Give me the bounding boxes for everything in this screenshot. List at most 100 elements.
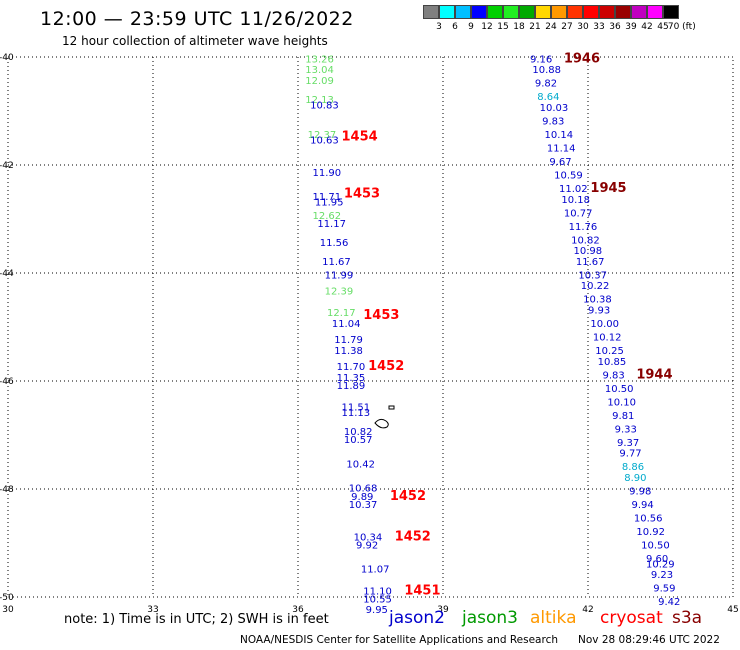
pass-time-label: 1454 [342,130,378,145]
pass-time-label: 1452 [390,489,426,504]
lat-tick-label: -42 [0,161,14,171]
satellite-legend-item: jason2 [389,608,445,628]
colorbar-swatch [551,5,567,19]
swh-value: 13.04 [305,65,334,76]
swh-value: 11.90 [313,168,342,179]
lat-tick-label: -46 [0,377,14,387]
swh-value: 11.79 [334,335,363,346]
pass-time-label: 1452 [368,359,404,374]
swh-value: 10.00 [590,319,619,330]
colorbar-swatch [423,5,439,19]
satellite-legend-item: jason3 [462,608,518,628]
colorbar-label: 6 [452,22,458,32]
island-outline [374,418,389,429]
colorbar-swatch [615,5,631,19]
swh-value: 11.07 [361,565,390,576]
swh-value: 12.17 [327,308,356,319]
lon-tick-label: 45 [727,605,738,615]
colorbar [423,5,679,19]
swh-value: 10.83 [310,100,339,111]
swh-value: 10.34 [354,532,383,543]
swh-value: 12.09 [305,76,334,87]
page-subtitle: 12 hour collection of altimeter wave hei… [62,34,328,48]
swh-value: 10.98 [574,246,603,257]
swh-value: 10.25 [595,346,624,357]
swh-value: 11.04 [332,319,361,330]
swh-value: 10.18 [561,195,590,206]
swh-value: 9.98 [629,486,651,497]
swh-value: 9.83 [603,370,625,381]
swh-value: 9.95 [366,605,388,616]
pass-time-label: 1945 [590,181,626,196]
swh-value: 10.50 [605,384,634,395]
swh-value: 10.59 [554,171,583,182]
swh-value: 10.12 [593,333,622,344]
swh-value: 10.85 [598,357,627,368]
swh-value: 11.35 [337,373,366,384]
swh-value: 11.67 [576,257,605,268]
swh-value: 9.37 [617,438,639,449]
satellite-legend-item: s3a [672,608,703,628]
swh-value: 11.51 [342,403,371,414]
swh-value: 8.64 [537,92,559,103]
swh-value: 12.13 [305,95,334,106]
swh-value: 10.57 [344,435,373,446]
swh-value: 10.10 [607,397,636,408]
swh-value: 10.22 [581,281,610,292]
pass-time-label: 1944 [636,367,672,382]
colorbar-swatch [519,5,535,19]
swh-value: 12.39 [325,287,354,298]
swh-value: 11.67 [322,257,351,268]
swh-value: 11.13 [342,408,371,419]
colorbar-label: 9 [468,22,474,32]
swh-value: 10.03 [540,103,569,114]
colorbar-swatch [503,5,519,19]
swh-value: 11.76 [569,222,598,233]
colorbar-labels: 3 6 9 12 15 18 21 24 27 30 33 36 39 42 45 70 (ft) [423,22,740,34]
colorbar-swatch [583,5,599,19]
swh-value: 11.17 [317,219,346,230]
swh-value: 10.50 [641,540,670,551]
lon-tick-label: 39 [437,605,449,615]
swh-value: 13.26 [305,54,334,65]
satellite-legend-item: altika [530,608,577,628]
swh-value: 10.42 [346,459,375,470]
colorbar-label: 12 [481,22,493,32]
swh-value: 9.23 [651,570,673,581]
colorbar-label: 15 [497,22,509,32]
swh-value: 10.82 [571,235,600,246]
swh-value: 10.82 [344,427,373,438]
swh-value: 9.77 [619,449,641,460]
swh-value: 9.33 [615,424,637,435]
colorbar-label: 30 [577,22,589,32]
swh-value: 11.56 [320,238,349,249]
colorbar-label: 33 [593,22,605,32]
colorbar-swatch [663,5,679,19]
colorbar-label: 3 [436,22,442,32]
swh-value: 9.42 [658,597,680,608]
colorbar-label: 70 (ft) [667,22,696,32]
swh-value: 9.94 [632,500,654,511]
colorbar-label: 42 [641,22,653,32]
colorbar-swatch [471,5,487,19]
lat-tick-label: -44 [0,269,14,279]
swh-value: 12.37 [308,130,337,141]
pass-time-label: 1452 [395,529,431,544]
satellite-legend-item: cryosat [600,608,663,628]
colorbar-label: 21 [529,22,541,32]
lon-tick-label: 33 [147,605,158,615]
swh-value: 11.95 [315,198,344,209]
swh-value: 11.10 [363,586,392,597]
swh-value: 10.92 [636,527,665,538]
swh-value: 9.83 [542,117,564,128]
swh-value: 10.38 [583,295,612,306]
colorbar-label: 27 [561,22,573,32]
swh-value: 10.63 [310,135,339,146]
lon-tick-label: 36 [292,605,304,615]
swh-value: 11.99 [325,270,354,281]
page-title: 12:00 — 23:59 UTC 11/26/2022 [40,8,354,30]
swh-value: 11.14 [547,144,576,155]
swh-value: 9.93 [588,306,610,317]
swh-value: 9.16 [530,54,552,65]
